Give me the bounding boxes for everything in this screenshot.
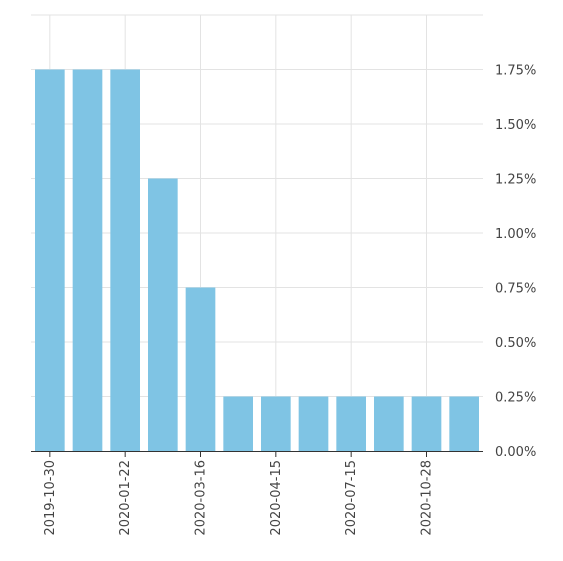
x-tick-label-2: 2020-03-16 [194, 460, 209, 536]
tick-labels: 0.00% 0.25% 0.50% 0.75% 1.00% 1.25% 1.50% 1.75%… [43, 64, 536, 536]
y-tick-label-7: 1.75% [495, 64, 536, 79]
x-tick-label-3: 2020-04-15 [269, 460, 284, 536]
x-tick-label-0: 2019-10-30 [43, 460, 58, 536]
grid [31, 14, 483, 451]
bar-9 [374, 396, 404, 451]
bar-1 [72, 69, 103, 451]
bars [35, 69, 479, 451]
bar-7 [298, 396, 329, 451]
y-tick-label-6: 1.50% [495, 118, 536, 133]
x-tick-label-5: 2020-10-28 [420, 460, 435, 536]
bar-5 [223, 396, 253, 451]
bar-10 [411, 396, 442, 451]
y-tick-label-2: 0.50% [495, 336, 536, 351]
bar-4 [185, 287, 216, 451]
y-tick-label-4: 1.00% [495, 227, 536, 242]
x-tick-label-4: 2020-07-15 [344, 460, 359, 536]
y-tick-label-3: 0.75% [495, 282, 536, 297]
y-tick-label-5: 1.25% [495, 173, 536, 188]
x-tick-label-1: 2020-01-22 [118, 460, 133, 536]
bar-0 [35, 69, 65, 451]
bar-8 [336, 396, 366, 451]
axes [31, 451, 483, 457]
bar-6 [261, 396, 291, 451]
y-tick-label-1: 0.25% [495, 391, 536, 406]
bar-2 [110, 69, 140, 451]
y-tick-label-0: 0.00% [495, 445, 536, 460]
bar-3 [148, 178, 178, 451]
bar-11 [449, 396, 479, 451]
